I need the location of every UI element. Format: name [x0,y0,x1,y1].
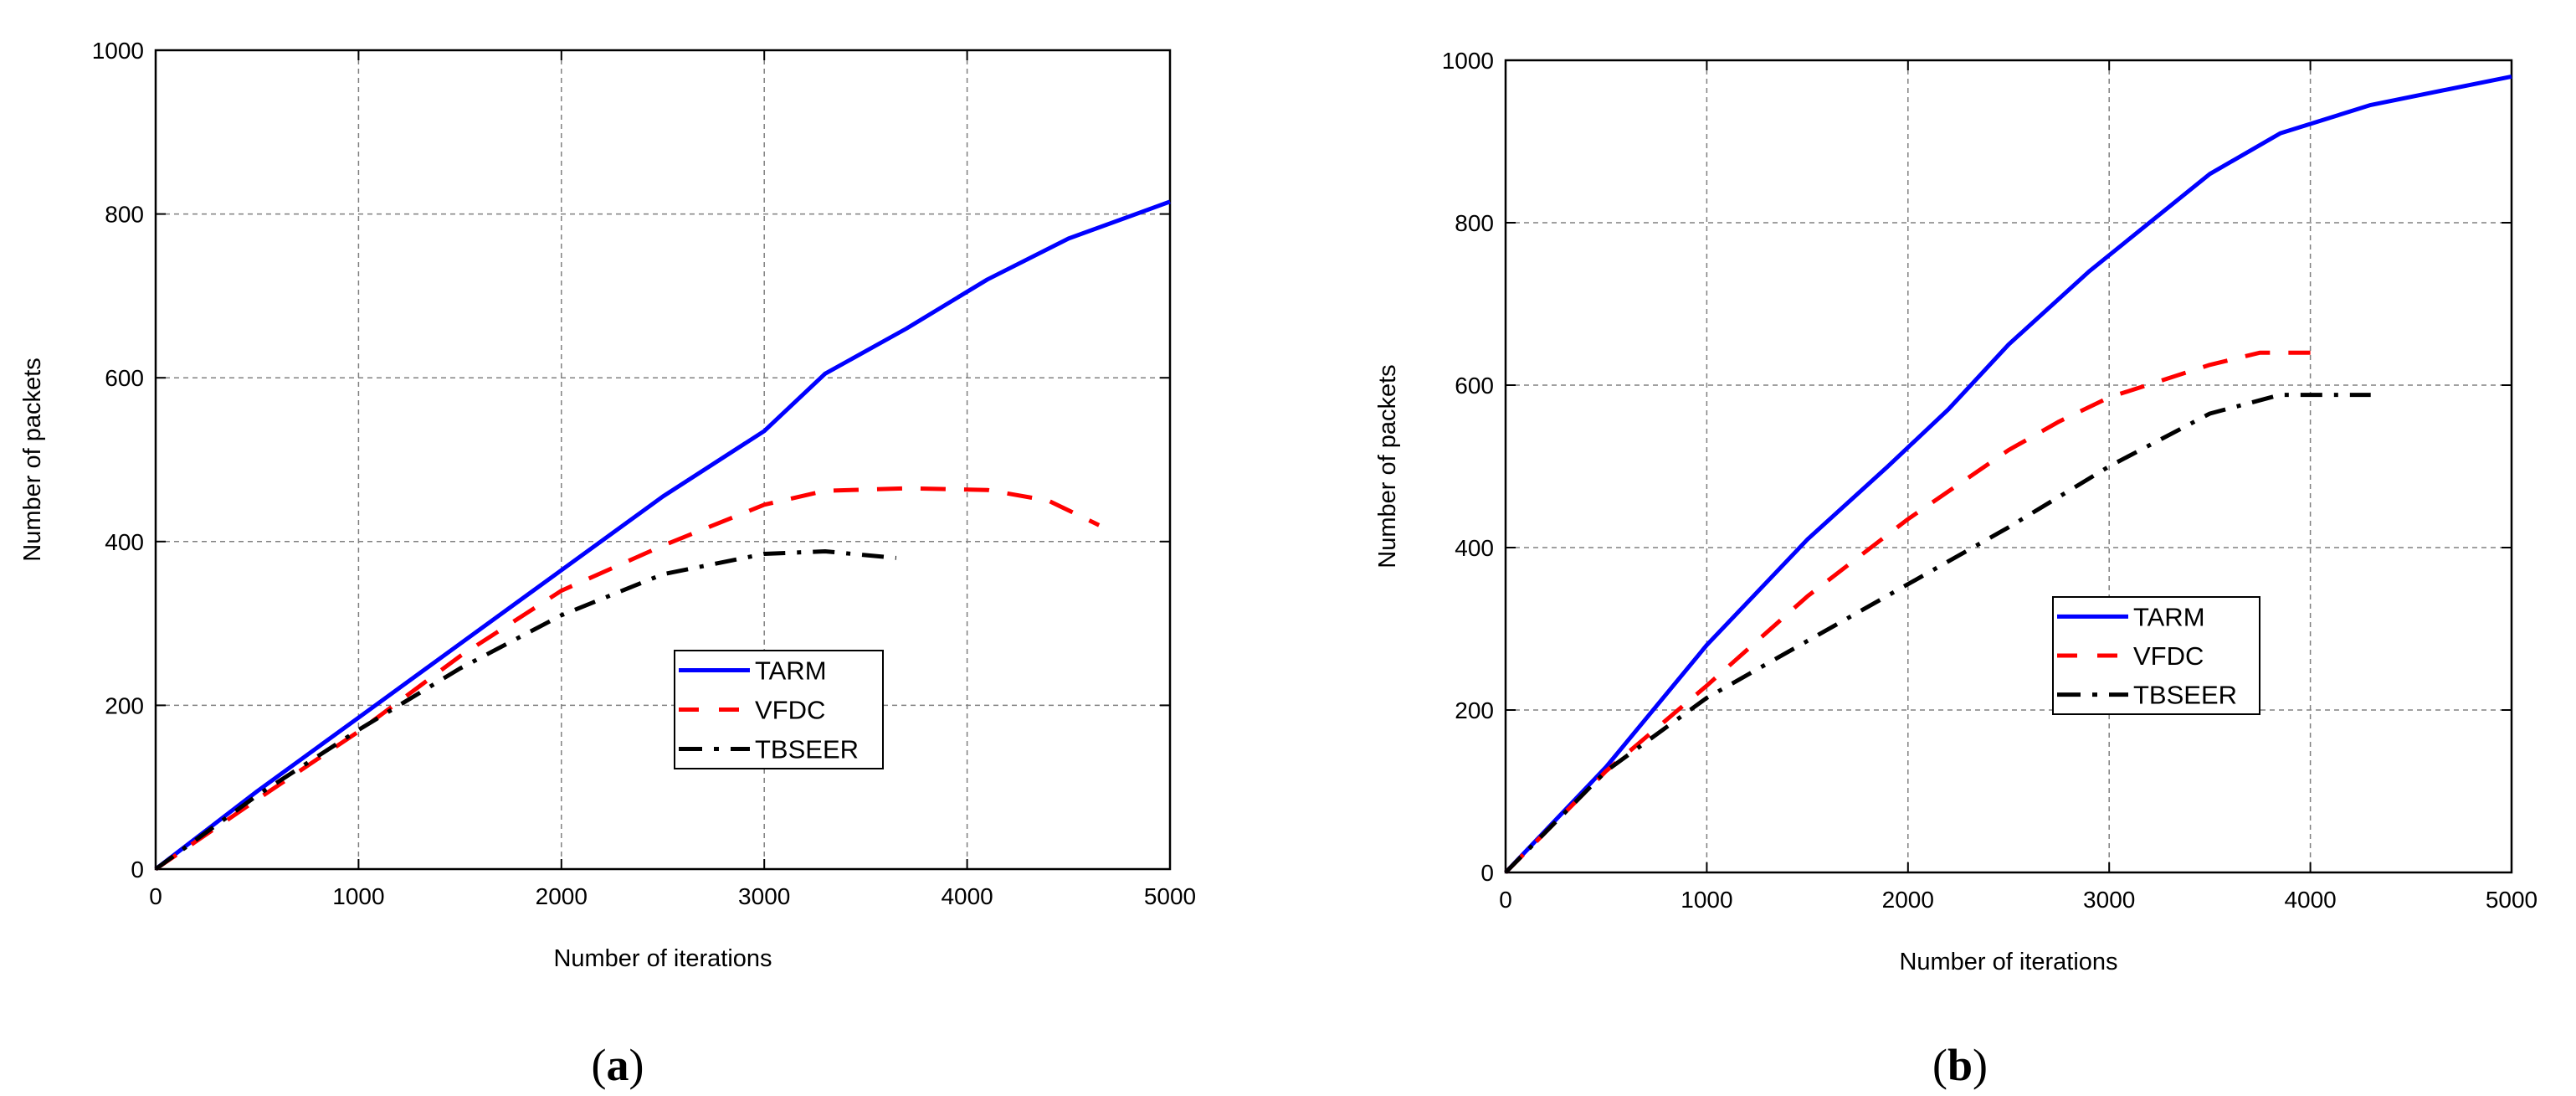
series-tarm [1504,74,2512,874]
chart-panel-b: 0 1000 2000 3000 4000 5000 0 200 400 600 800 1000 Nu… [1374,48,2538,1090]
x-tick-label: 3000 [2083,887,2135,913]
y-axis-title: Number of packets [19,358,46,561]
legend-label-tarm: TARM [2133,602,2205,631]
plot-frame [1504,59,2513,874]
y-axis: 0 200 400 600 800 1000 [1442,48,2512,886]
x-tick-label: 1000 [332,883,384,909]
series-tbseer [1504,393,2371,874]
series-tarm [154,199,1171,871]
y-axis-title: Number of packets [1374,364,1401,568]
x-tick-label: 2000 [1882,887,1934,913]
legend-label-tarm: TARM [755,656,827,686]
series-lines [1504,74,2512,874]
y-tick-label: 200 [1455,697,1494,723]
y-tick-label: 800 [105,202,144,228]
y-tick-label: 600 [1455,373,1494,399]
x-axis-title: Number of iterations [1899,949,2117,975]
y-axis: 0 200 400 600 800 1000 [92,38,1170,882]
legend: TARM VFDC TBSEER [2052,596,2260,715]
x-tick-label: 5000 [2486,887,2538,913]
x-tick-label: 0 [1499,887,1512,913]
panel-caption: (a) [592,1040,644,1090]
x-tick-label: 1000 [1681,887,1732,913]
series-tbseer [154,549,897,872]
y-tick-label: 1000 [1442,48,1494,74]
y-tick-label: 600 [105,365,144,391]
grid-lines [156,50,1170,869]
x-tick-label: 3000 [738,883,790,909]
grid-lines [1506,60,2512,872]
panel-caption: (b) [1932,1040,1988,1090]
series-lines [154,199,1171,872]
legend-label-vfdc: VFDC [755,696,825,725]
y-tick-label: 800 [1455,210,1494,236]
x-axis-title: Number of iterations [553,945,772,972]
x-tick-label: 5000 [1144,883,1196,909]
x-tick-label: 0 [149,883,162,909]
x-tick-label: 2000 [536,883,588,909]
y-tick-label: 0 [131,857,144,882]
y-tick-label: 200 [105,692,144,718]
legend-label-tbseer: TBSEER [2133,681,2237,710]
plot-frame [154,49,1172,871]
legend-label-vfdc: VFDC [2133,641,2204,671]
legend-label-tbseer: TBSEER [755,735,859,764]
y-tick-label: 400 [1455,535,1494,561]
x-axis: 0 1000 2000 3000 4000 5000 [1499,60,2538,913]
y-tick-label: 400 [105,529,144,555]
legend: TARM VFDC TBSEER [674,650,884,769]
x-axis: 0 1000 2000 3000 4000 5000 [149,50,1196,909]
series-vfdc [154,486,1101,872]
chart-panel-a: 0 1000 2000 3000 4000 5000 0 200 400 600 800 1000 Nu… [19,38,1196,1090]
y-tick-label: 0 [1480,860,1494,886]
series-vfdc [1504,350,2311,874]
x-tick-label: 4000 [2284,887,2336,913]
y-tick-label: 1000 [92,38,144,64]
x-tick-label: 4000 [941,883,993,909]
